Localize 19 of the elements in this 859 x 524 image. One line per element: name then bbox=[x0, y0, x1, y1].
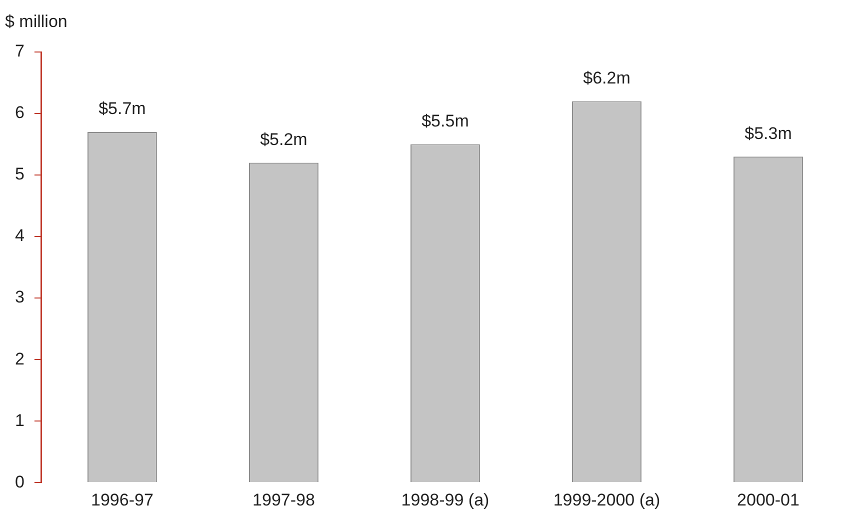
x-tick-label: 1999-2000 (a) bbox=[553, 490, 660, 510]
y-tick-label: 3 bbox=[14, 288, 24, 307]
y-tick-label: 0 bbox=[14, 472, 24, 492]
x-tick-label: 2000-01 bbox=[737, 490, 800, 510]
y-tick-label: 4 bbox=[14, 226, 24, 246]
data-label: $6.2m bbox=[583, 68, 630, 88]
data-label: $5.5m bbox=[422, 111, 469, 130]
y-tick-label: 5 bbox=[14, 164, 24, 184]
data-label: $5.2m bbox=[260, 130, 308, 149]
y-tick-label: 1 bbox=[14, 410, 24, 430]
x-tick-label: 1998-99 (a) bbox=[401, 490, 490, 510]
y-axis-title: $ million bbox=[5, 12, 68, 32]
x-tick-label: 1996-97 bbox=[91, 490, 154, 510]
data-label: $5.3m bbox=[744, 124, 792, 143]
data-label: $5.7m bbox=[98, 99, 146, 118]
x-tick-label: 1997-98 bbox=[252, 490, 315, 510]
y-tick-label: 7 bbox=[14, 42, 24, 61]
y-tick-label: 6 bbox=[14, 103, 24, 122]
y-tick-label: 2 bbox=[14, 349, 24, 368]
